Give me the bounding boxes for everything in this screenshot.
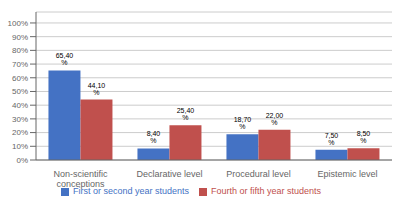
svg-text:100%: 100% <box>8 19 28 28</box>
svg-text:Declarative level: Declarative level <box>136 169 202 179</box>
svg-text:10%: 10% <box>12 142 28 151</box>
svg-text:44,10%: 44,10% <box>88 82 106 96</box>
svg-text:40%: 40% <box>12 101 28 110</box>
svg-text:70%: 70% <box>12 60 28 69</box>
html-text:Fourth or fifth year students: Fourth or fifth year students <box>211 186 322 196</box>
svg-text:8,50%: 8,50% <box>357 130 371 144</box>
svg-text:Procedural level: Procedural level <box>226 169 291 179</box>
svg-text:25,40%: 25,40% <box>177 107 195 121</box>
svg-text:Non-scientificconceptions: Non-scientificconceptions <box>53 169 108 189</box>
svg-text:20%: 20% <box>12 128 28 137</box>
svg-text:8,40%: 8,40% <box>147 130 161 144</box>
svg-text:7,50%: 7,50% <box>325 132 339 146</box>
html-text:First or second year students: First or second year students <box>72 186 189 196</box>
svg-text:18,70%: 18,70% <box>234 116 252 130</box>
svg-text:65,40%: 65,40% <box>56 52 74 66</box>
svg-text:90%: 90% <box>12 33 28 42</box>
svg-text:Epistemic level: Epistemic level <box>317 169 377 179</box>
svg-text:22,00%: 22,00% <box>266 112 284 126</box>
svg-text:60%: 60% <box>12 74 28 83</box>
svg-text:50%: 50% <box>12 87 28 96</box>
svg-text:80%: 80% <box>12 46 28 55</box>
svg-text:0%: 0% <box>16 156 28 165</box>
svg-text:30%: 30% <box>12 115 28 124</box>
